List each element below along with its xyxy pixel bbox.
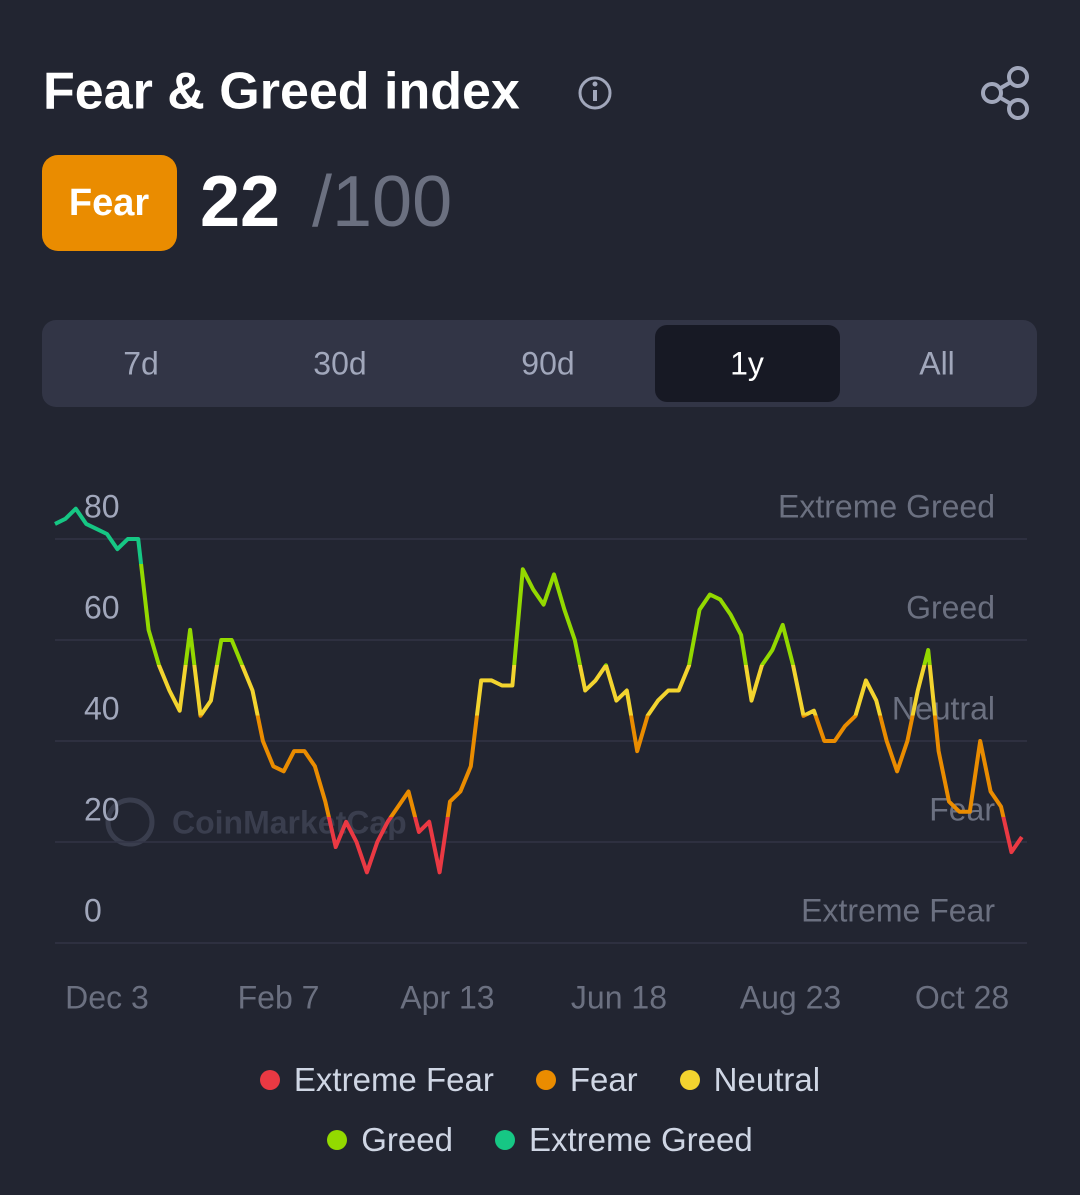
y-tick-label: 80: [84, 488, 120, 524]
x-tick-label: Dec 3: [65, 979, 149, 1015]
legend-label: Neutral: [713, 1061, 821, 1098]
info-circle: [578, 76, 612, 110]
legend-label: Extreme Greed: [528, 1121, 753, 1158]
badge: [42, 155, 177, 251]
index-max: /100: [312, 162, 452, 242]
share-node: [1007, 66, 1029, 88]
info-dot: [592, 81, 598, 87]
tab-label[interactable]: All: [919, 345, 955, 381]
legend-dot: [259, 1070, 280, 1090]
zone-label: Extreme Greed: [778, 488, 995, 524]
tab-label[interactable]: 90d: [521, 345, 574, 381]
title: Fear & Greed index: [43, 63, 520, 121]
legend-dot: [494, 1130, 515, 1150]
x-tick-label: Apr 13: [400, 979, 494, 1015]
y-tick-label: 40: [84, 690, 120, 726]
share-node: [981, 82, 1003, 104]
watermark-logo: [105, 797, 155, 847]
zone-label: Extreme Fear: [801, 892, 995, 928]
legend-item: Greed: [327, 1121, 453, 1158]
legend-dot: [679, 1070, 700, 1090]
info-stem: [593, 90, 597, 101]
legend-item: Neutral: [679, 1061, 821, 1098]
tab-label[interactable]: 1y: [730, 345, 764, 381]
badge-label: Fear: [69, 182, 149, 224]
legend-label: Greed: [361, 1121, 453, 1158]
x-tick-label: Aug 23: [740, 979, 841, 1015]
x-tick-label: Feb 7: [238, 979, 320, 1015]
legend-item: Fear: [535, 1061, 638, 1098]
legend-item: Extreme Fear: [259, 1061, 494, 1098]
index-value: 22: [200, 162, 280, 242]
zone-label: Fear: [929, 791, 995, 827]
share-node: [1007, 98, 1029, 120]
zone-label: Neutral: [892, 690, 995, 726]
x-tick-label: Oct 28: [915, 979, 1009, 1015]
y-tick-label: 0: [84, 892, 102, 928]
legend-label: Extreme Fear: [293, 1061, 494, 1098]
tab-label[interactable]: 7d: [123, 345, 159, 381]
legend-item: Extreme Greed: [494, 1121, 753, 1158]
legend-label: Fear: [569, 1061, 638, 1098]
zone-label: Greed: [906, 589, 995, 625]
legend-dot: [327, 1130, 348, 1150]
x-tick-label: Jun 18: [571, 979, 667, 1015]
tab-label[interactable]: 30d: [313, 345, 366, 381]
index-line: [54, 506, 1024, 875]
share-icon[interactable]: [981, 66, 1029, 120]
active-tab: [655, 325, 840, 402]
info-icon[interactable]: [578, 76, 612, 110]
legend-dot: [535, 1070, 556, 1090]
watermark: CoinMarketCap: [172, 804, 407, 840]
y-tick-label: 20: [84, 791, 120, 827]
legend: Extreme Fear Fear Neutral Greed Extreme Gree…: [220, 1061, 860, 1158]
y-tick-label: 60: [84, 589, 120, 625]
